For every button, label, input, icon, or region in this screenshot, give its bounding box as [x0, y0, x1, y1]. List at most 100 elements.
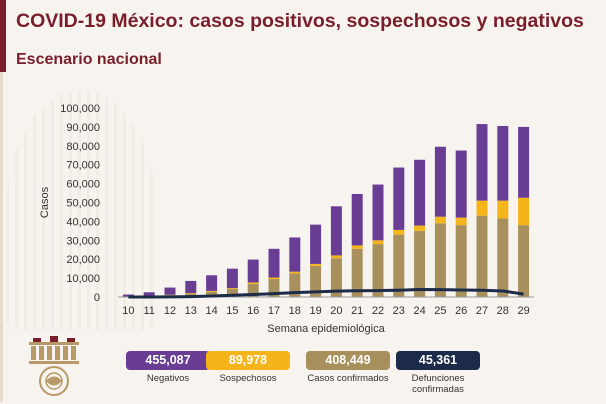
bar-sospechosos	[310, 263, 322, 266]
government-logo	[29, 336, 79, 396]
x-tick-label: 25	[434, 305, 446, 317]
bar-sospechosos	[518, 197, 530, 226]
legend-item: 45,361 Defunciones confirmadas	[396, 351, 480, 395]
bar-casos-confirmados	[497, 218, 509, 297]
bar-sospechosos	[268, 277, 280, 280]
bar-negativos	[143, 292, 155, 297]
y-tick-label: 90,000	[66, 122, 100, 134]
bar-casos-confirmados	[268, 279, 280, 297]
legend-value-badge: 408,449	[306, 351, 390, 370]
y-tick-label: 30,000	[66, 235, 100, 247]
x-tick-label: 29	[517, 305, 529, 317]
x-tick-label: 18	[289, 305, 301, 317]
bar-negativos	[372, 184, 384, 241]
bar-sospechosos	[476, 200, 488, 216]
watermark-pattern	[6, 90, 156, 330]
y-tick-label: 100,000	[60, 103, 100, 115]
x-tick-label: 10	[122, 305, 134, 317]
bar-negativos	[310, 224, 322, 264]
bar-sospechosos	[372, 240, 384, 245]
bar-negativos	[518, 126, 530, 198]
bar-negativos	[247, 259, 259, 283]
x-tick-label: 19	[309, 305, 321, 317]
y-axis-label: Casos	[39, 186, 51, 218]
bar-casos-confirmados	[351, 248, 363, 297]
bar-negativos	[330, 206, 342, 256]
x-tick-label: 26	[455, 305, 467, 317]
bar-negativos	[414, 159, 426, 226]
legend-label: Casos confirmados	[307, 373, 389, 384]
x-tick-label: 14	[205, 305, 217, 317]
y-tick-label: 60,000	[66, 179, 100, 191]
y-tick-label: 50,000	[66, 198, 100, 210]
x-tick-label: 27	[476, 305, 488, 317]
left-accent-line	[0, 72, 3, 402]
legend-label: Sospechosos	[219, 373, 277, 384]
bar-sospechosos	[289, 271, 301, 274]
x-tick-label: 11	[143, 305, 154, 317]
bar-negativos	[226, 268, 238, 289]
legend-item: 89,978 Sospechosos	[206, 351, 290, 384]
x-tick-label: 12	[164, 305, 176, 317]
page-subtitle: Escenario nacional	[16, 51, 162, 68]
page-title: COVID-19 México: casos positivos, sospec…	[16, 10, 584, 32]
legend-label: Defunciones confirmadas	[411, 373, 465, 395]
legend-value-badge: 455,087	[126, 351, 210, 370]
bar-sospechosos	[185, 293, 197, 294]
bar-sospechosos	[497, 200, 509, 219]
bar-negativos	[185, 280, 197, 294]
bar-sospechosos	[414, 225, 426, 231]
bar-casos-confirmados	[226, 289, 238, 297]
x-tick-label: 20	[330, 305, 342, 317]
x-tick-label: 17	[268, 305, 280, 317]
bar-negativos	[393, 167, 405, 230]
bar-sospechosos	[247, 282, 259, 284]
x-tick-label: 21	[351, 305, 363, 317]
bar-sospechosos	[455, 217, 467, 226]
x-tick-label: 13	[185, 305, 197, 317]
bar-negativos	[455, 150, 467, 218]
x-tick-label: 22	[372, 305, 384, 317]
bar-negativos	[206, 275, 218, 291]
bar-casos-confirmados	[289, 273, 301, 297]
bar-casos-confirmados	[414, 230, 426, 297]
legend-item: 455,087 Negativos	[126, 351, 210, 384]
bar-negativos	[164, 287, 176, 295]
y-tick-label: 20,000	[66, 254, 100, 266]
bar-sospechosos	[226, 288, 238, 290]
bar-negativos	[289, 237, 301, 272]
bar-sospechosos	[393, 229, 405, 235]
bar-negativos	[351, 193, 363, 246]
bar-casos-confirmados	[518, 225, 530, 297]
x-tick-label: 16	[247, 305, 259, 317]
bar-casos-confirmados	[372, 244, 384, 297]
y-tick-label: 10,000	[66, 273, 100, 285]
x-axis-label: Semana epidemiológica	[267, 323, 385, 335]
stacked-bar-chart: 0 10,000 20,000 30,000 40,000 50,000 60,000 70,…	[39, 103, 534, 335]
x-tick-label: 15	[226, 305, 238, 317]
bar-negativos	[476, 124, 488, 201]
bar-casos-confirmados	[310, 265, 322, 297]
legend-value-badge: 45,361	[396, 351, 480, 370]
bar-casos-confirmados	[476, 215, 488, 297]
bar-casos-confirmados	[455, 225, 467, 297]
bar-sospechosos	[434, 216, 446, 224]
x-tick-label: 24	[413, 305, 425, 317]
bar-casos-confirmados	[434, 223, 446, 297]
bar-negativos	[497, 125, 509, 201]
header-accent-bar	[0, 0, 6, 72]
y-tick-label: 70,000	[66, 160, 100, 172]
y-tick-label: 40,000	[66, 216, 100, 228]
x-tick-label: 23	[393, 305, 405, 317]
bar-casos-confirmados	[206, 291, 218, 297]
bar-casos-confirmados	[393, 234, 405, 297]
bar-negativos	[434, 146, 446, 217]
bar-casos-confirmados	[330, 258, 342, 297]
y-tick-label: 0	[94, 292, 100, 304]
legend-item: 408,449 Casos confirmados	[306, 351, 390, 384]
bar-sospechosos	[330, 255, 342, 259]
bar-sospechosos	[351, 245, 363, 249]
y-tick-label: 80,000	[66, 141, 100, 153]
legend-label: Negativos	[146, 373, 190, 384]
bar-negativos	[268, 248, 280, 278]
